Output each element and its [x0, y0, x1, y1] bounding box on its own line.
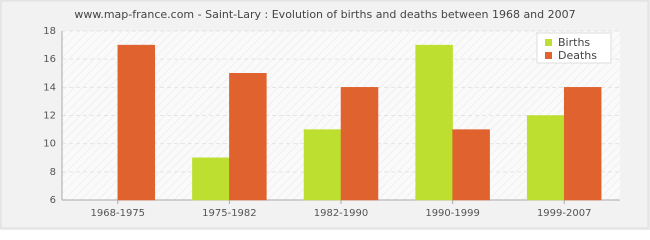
y-tick-label: 8: [50, 167, 56, 178]
bar: [340, 87, 379, 201]
legend-label: Births: [558, 36, 590, 49]
bar: [415, 44, 453, 201]
bar: [563, 87, 602, 201]
x-tick-label: 1999-2007: [537, 208, 592, 219]
y-tick-label: 14: [43, 82, 56, 93]
bar: [526, 115, 565, 201]
x-tick-label: 1982-1990: [314, 208, 369, 219]
y-tick-label: 16: [43, 54, 56, 65]
legend-swatch: [545, 52, 552, 59]
bar: [303, 129, 342, 201]
legend-label: Deaths: [558, 49, 597, 62]
y-tick-label: 10: [43, 139, 56, 150]
y-tick-label: 6: [50, 195, 56, 206]
y-tick-label: 18: [43, 26, 56, 37]
bar: [192, 157, 230, 201]
x-tick-label: 1990-1999: [425, 208, 480, 219]
bar: [452, 129, 490, 201]
bar: [229, 73, 267, 201]
x-tick-label: 1968-1975: [91, 208, 146, 219]
chart: www.map-france.com - Saint-Lary : Evolut…: [0, 0, 650, 230]
chart-title: www.map-france.com - Saint-Lary : Evolut…: [74, 8, 575, 21]
x-tick-label: 1975-1982: [202, 208, 257, 219]
legend-swatch: [545, 39, 552, 46]
y-tick-label: 12: [43, 111, 56, 122]
bar: [117, 44, 156, 201]
